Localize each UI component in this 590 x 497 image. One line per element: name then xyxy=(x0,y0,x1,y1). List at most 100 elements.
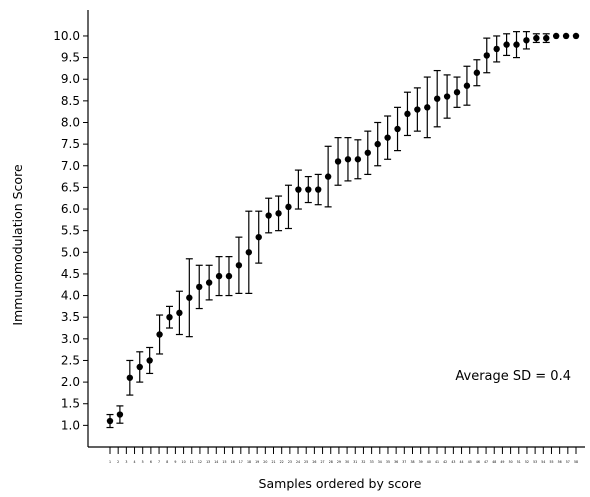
data-point xyxy=(483,52,490,59)
data-point xyxy=(394,125,401,133)
x-tick-label: 8 xyxy=(166,460,168,464)
x-tick-label: 49 xyxy=(500,460,504,464)
y-tick-label: 5.0 xyxy=(61,245,80,259)
y-tick-label: 3.5 xyxy=(61,310,80,324)
data-point xyxy=(513,41,520,48)
data-point xyxy=(305,186,312,193)
y-tick-label: 9.5 xyxy=(61,51,80,65)
x-axis-label: Samples ordered by score xyxy=(259,476,422,491)
x-tick-label: 35 xyxy=(386,460,390,464)
y-tick-label: 4.0 xyxy=(61,289,80,303)
y-axis-label: Immunomodulation Score xyxy=(10,164,25,326)
average-sd-annotation: Average SD = 0.4 xyxy=(455,369,571,384)
x-tick-label: 4 xyxy=(134,460,136,464)
x-tick-label: 17 xyxy=(239,460,243,464)
x-tick-label: 46 xyxy=(476,460,480,464)
data-marks xyxy=(106,31,580,429)
data-point xyxy=(364,149,371,156)
x-tick-label: 32 xyxy=(361,460,365,464)
data-point xyxy=(344,156,352,163)
x-tick-label: 43 xyxy=(451,460,455,464)
x-ticks: 1 2 3 4 5 6 7 8 9 10 11 12 13 14 15 16 17 18 19 20 21 22 23 24 2… xyxy=(109,447,578,464)
x-tick-label: 47 xyxy=(484,460,488,464)
x-tick-label: 57 xyxy=(566,460,570,464)
data-point xyxy=(205,279,213,286)
x-tick-label: 37 xyxy=(402,460,406,464)
y-tick-label: 3.0 xyxy=(61,332,80,346)
data-point xyxy=(384,134,391,141)
data-point xyxy=(285,203,292,211)
data-point xyxy=(424,104,431,111)
x-tick-label: 23 xyxy=(288,460,292,464)
data-point xyxy=(146,357,153,364)
y-tick-label: 6.0 xyxy=(61,202,80,216)
data-point xyxy=(324,173,332,180)
x-tick-label: 56 xyxy=(558,460,562,464)
x-tick-label: 33 xyxy=(370,460,374,464)
data-point xyxy=(156,331,163,338)
data-point xyxy=(116,411,124,418)
data-point xyxy=(255,233,262,241)
x-tick-label: 10 xyxy=(182,460,186,464)
data-point xyxy=(106,417,114,425)
x-tick-label: 55 xyxy=(549,460,553,464)
x-tick-label: 2 xyxy=(117,460,119,464)
x-tick-label: 54 xyxy=(541,460,545,464)
data-point xyxy=(414,106,421,113)
x-tick-label: 41 xyxy=(435,460,439,464)
data-point xyxy=(552,32,560,40)
x-tick-label: 40 xyxy=(427,460,431,464)
y-tick-label: 8.0 xyxy=(61,115,80,129)
data-point xyxy=(523,37,530,44)
x-tick-label: 30 xyxy=(345,460,349,464)
data-point xyxy=(453,89,461,96)
y-tick-label: 2.5 xyxy=(61,353,80,367)
data-point xyxy=(275,210,282,217)
x-tick-label: 9 xyxy=(174,460,176,464)
data-point xyxy=(533,34,540,42)
x-tick-label: 39 xyxy=(419,460,423,464)
y-tick-label: 1.5 xyxy=(61,397,80,411)
y-tick-label: 6.5 xyxy=(61,180,80,194)
x-tick-label: 6 xyxy=(150,460,152,464)
y-tick-label: 5.5 xyxy=(61,224,80,238)
x-tick-label: 44 xyxy=(460,460,464,464)
x-tick-label: 7 xyxy=(158,460,160,464)
x-tick-label: 16 xyxy=(231,460,235,464)
data-point xyxy=(493,45,500,53)
data-point xyxy=(315,186,322,193)
data-point xyxy=(572,32,580,40)
data-point xyxy=(334,158,342,165)
x-tick-label: 42 xyxy=(443,460,447,464)
data-point xyxy=(235,262,243,269)
y-tick-label: 2.0 xyxy=(61,375,80,389)
data-point xyxy=(196,283,203,291)
x-tick-label: 31 xyxy=(353,460,357,464)
x-tick-label: 21 xyxy=(271,460,275,464)
data-point xyxy=(543,34,550,42)
x-tick-label: 19 xyxy=(255,460,259,464)
x-tick-label: 51 xyxy=(517,460,521,464)
y-tick-label: 7.0 xyxy=(61,159,80,173)
x-tick-label: 53 xyxy=(533,460,537,464)
x-tick-label: 26 xyxy=(312,460,316,464)
x-tick-label: 45 xyxy=(468,460,472,464)
x-tick-label: 34 xyxy=(378,460,382,464)
x-tick-label: 29 xyxy=(337,460,341,464)
data-point xyxy=(443,93,451,100)
x-tick-label: 48 xyxy=(492,460,496,464)
x-tick-label: 25 xyxy=(304,460,308,464)
data-point xyxy=(176,309,183,317)
data-point xyxy=(562,32,570,40)
data-point xyxy=(245,249,253,256)
x-tick-label: 36 xyxy=(394,460,398,464)
x-tick-label: 15 xyxy=(222,460,226,464)
x-tick-label: 28 xyxy=(329,460,333,464)
data-point xyxy=(186,294,193,301)
x-tick-label: 11 xyxy=(190,460,194,464)
data-point xyxy=(265,212,272,219)
x-tick-label: 58 xyxy=(574,460,578,464)
x-tick-label: 27 xyxy=(321,460,325,464)
y-tick-label: 1.0 xyxy=(61,418,80,432)
data-point xyxy=(473,69,481,76)
